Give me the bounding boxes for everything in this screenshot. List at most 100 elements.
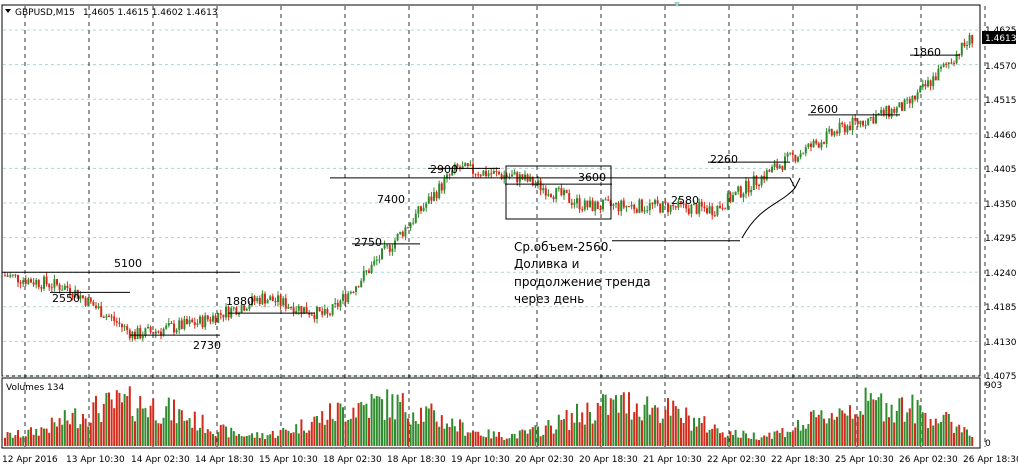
time-axis[interactable]: 12 Apr 2016 13 Apr 10:30 14 Apr 02:30 14… xyxy=(2,455,1018,465)
volume-bar xyxy=(69,424,71,446)
candle-body xyxy=(412,222,415,224)
annotation-label: 1880 xyxy=(226,295,254,308)
volume-bar xyxy=(344,421,347,446)
volume-bar xyxy=(557,414,560,446)
candle-body xyxy=(53,279,56,288)
candle-body xyxy=(573,203,576,205)
candle-body xyxy=(674,206,677,208)
symbol-dropdown-icon[interactable] xyxy=(5,9,11,13)
volume-bar xyxy=(110,399,113,446)
volume-bar xyxy=(620,394,623,446)
candle-body xyxy=(966,44,968,47)
candle-body xyxy=(724,208,727,210)
volume-bar xyxy=(771,438,773,446)
candle-body xyxy=(69,288,71,294)
candle-body xyxy=(531,176,534,186)
volume-bar xyxy=(778,432,781,446)
price-tick-label: 1.4185 xyxy=(985,303,1017,313)
candle-body xyxy=(466,163,469,167)
candle-body xyxy=(394,240,396,249)
volume-bar xyxy=(651,407,654,446)
candle-body xyxy=(9,275,12,277)
volume-bar xyxy=(370,393,373,446)
volume-bar xyxy=(591,423,594,446)
volume-zero-label: 0 xyxy=(985,439,991,449)
candle-body xyxy=(846,125,849,133)
volume-bar xyxy=(131,415,134,446)
candle-body xyxy=(193,322,196,325)
candle-body xyxy=(443,178,446,191)
candle-body xyxy=(235,307,238,315)
candle-body xyxy=(576,198,578,204)
volume-bar xyxy=(612,399,615,446)
time-tick-label: 22 Apr 02:30 xyxy=(707,455,766,465)
volume-bar xyxy=(521,429,524,446)
candle-body xyxy=(539,180,542,191)
annotation-label: 2600 xyxy=(810,103,838,116)
candle-body xyxy=(906,99,909,101)
volume-bar xyxy=(916,399,919,446)
candle-body xyxy=(305,307,308,313)
candle-body xyxy=(617,202,620,212)
candle-body xyxy=(261,293,264,305)
candle-body xyxy=(162,328,165,335)
candle-body xyxy=(48,284,51,288)
volume-bar xyxy=(596,402,599,446)
volume-bar xyxy=(531,427,534,446)
volume-bar xyxy=(245,436,248,446)
volume-bar xyxy=(711,428,714,446)
volume-bar xyxy=(919,405,922,446)
price-axis[interactable]: 1.4625 1.4570 1.4515 1.4460 1.4405 1.435… xyxy=(982,26,1017,382)
volume-bar xyxy=(932,425,935,446)
volume-bar xyxy=(326,419,329,446)
time-tick-label: 22 Apr 18:30 xyxy=(771,455,830,465)
volume-bar xyxy=(381,399,383,446)
annotation-label: 2550 xyxy=(52,292,80,305)
volume-bar xyxy=(859,411,862,446)
volume-bar xyxy=(76,428,79,446)
volume-bar xyxy=(661,418,664,446)
candle-body xyxy=(290,306,292,308)
volume-bar xyxy=(555,429,558,446)
candle-body xyxy=(27,279,30,284)
volume-bar xyxy=(752,432,755,446)
candle-body xyxy=(784,156,786,170)
candle-body xyxy=(799,153,802,158)
candle-body xyxy=(66,285,69,289)
volume-bar xyxy=(518,430,521,446)
candle-body xyxy=(22,280,25,284)
candle-body xyxy=(139,328,142,339)
candle-body xyxy=(79,295,82,299)
candle-body xyxy=(937,68,940,81)
scroll-marker-icon[interactable] xyxy=(674,2,680,7)
volume-bar xyxy=(570,412,573,446)
candle-body xyxy=(765,170,768,180)
candle-body xyxy=(472,164,474,174)
candle-body xyxy=(914,95,916,100)
volume-bar xyxy=(708,430,711,446)
annotation-label: 1860 xyxy=(913,46,941,59)
candle-body xyxy=(643,210,646,212)
candle-body xyxy=(310,314,313,316)
candle-body xyxy=(729,193,732,202)
candle-body xyxy=(274,301,277,303)
candle-body xyxy=(672,204,675,207)
candle-body xyxy=(201,316,204,328)
candle-body xyxy=(414,213,417,223)
time-tick-label: 15 Apr 10:30 xyxy=(259,455,318,465)
price-tick-label: 1.4570 xyxy=(985,62,1017,72)
volume-bar xyxy=(576,403,578,446)
candle-body xyxy=(282,298,285,306)
candle-body xyxy=(682,203,685,205)
volume-bar xyxy=(339,403,342,446)
volume-bar xyxy=(170,420,173,446)
note-line: через день xyxy=(514,292,584,306)
candle-body xyxy=(297,306,300,311)
volume-bar xyxy=(466,432,469,446)
volume-bar xyxy=(664,409,667,446)
candle-body xyxy=(165,325,168,329)
candle-body xyxy=(147,326,149,329)
candle-body xyxy=(953,63,955,65)
candle-body xyxy=(378,259,381,261)
